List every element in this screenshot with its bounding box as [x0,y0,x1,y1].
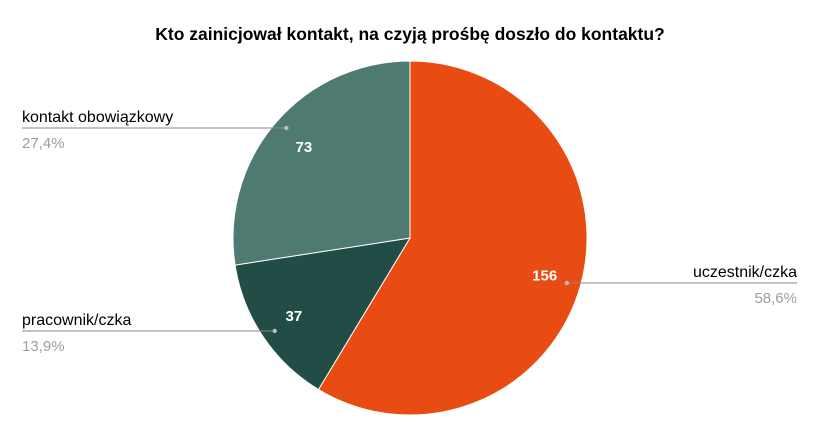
callout-percent-pracownik-czka: 13,9% [22,338,65,355]
leader-dot-pracownik-czka [272,328,277,334]
slice-value-kontakt-obowiazkowy: 73 [295,139,312,156]
callout-label-kontakt-obowiazkowy: kontakt obowiązkowy [22,109,173,126]
pie-slice-pracownik-czka [234,237,411,391]
pie-slice-kontakt-obowiazkowy [232,60,411,266]
slices-layer [232,60,588,416]
leader-dot-kontakt-obowiazkowy [284,125,289,131]
slice-value-uczestnik-czka: 156 [532,268,557,285]
slice-value-pracownik-czka: 37 [286,308,303,325]
callout-percent-kontakt-obowiazkowy: 27,4% [22,135,65,152]
chart-title: Kto zainicjował kontakt, na czyją prośbę… [155,24,665,44]
leader-dot-uczestnik-czka [564,280,570,286]
callout-percent-uczestnik-czka: 58,6% [754,290,797,307]
pie-slice-uczestnik-czka [317,60,588,416]
labels-layer: 156 uczestnik/czka 58,6% 37 pracownik/czka 13… [22,109,797,355]
callout-label-uczestnik-czka: uczestnik/czka [693,264,797,281]
callout-label-pracownik-czka: pracownik/czka [22,312,131,329]
